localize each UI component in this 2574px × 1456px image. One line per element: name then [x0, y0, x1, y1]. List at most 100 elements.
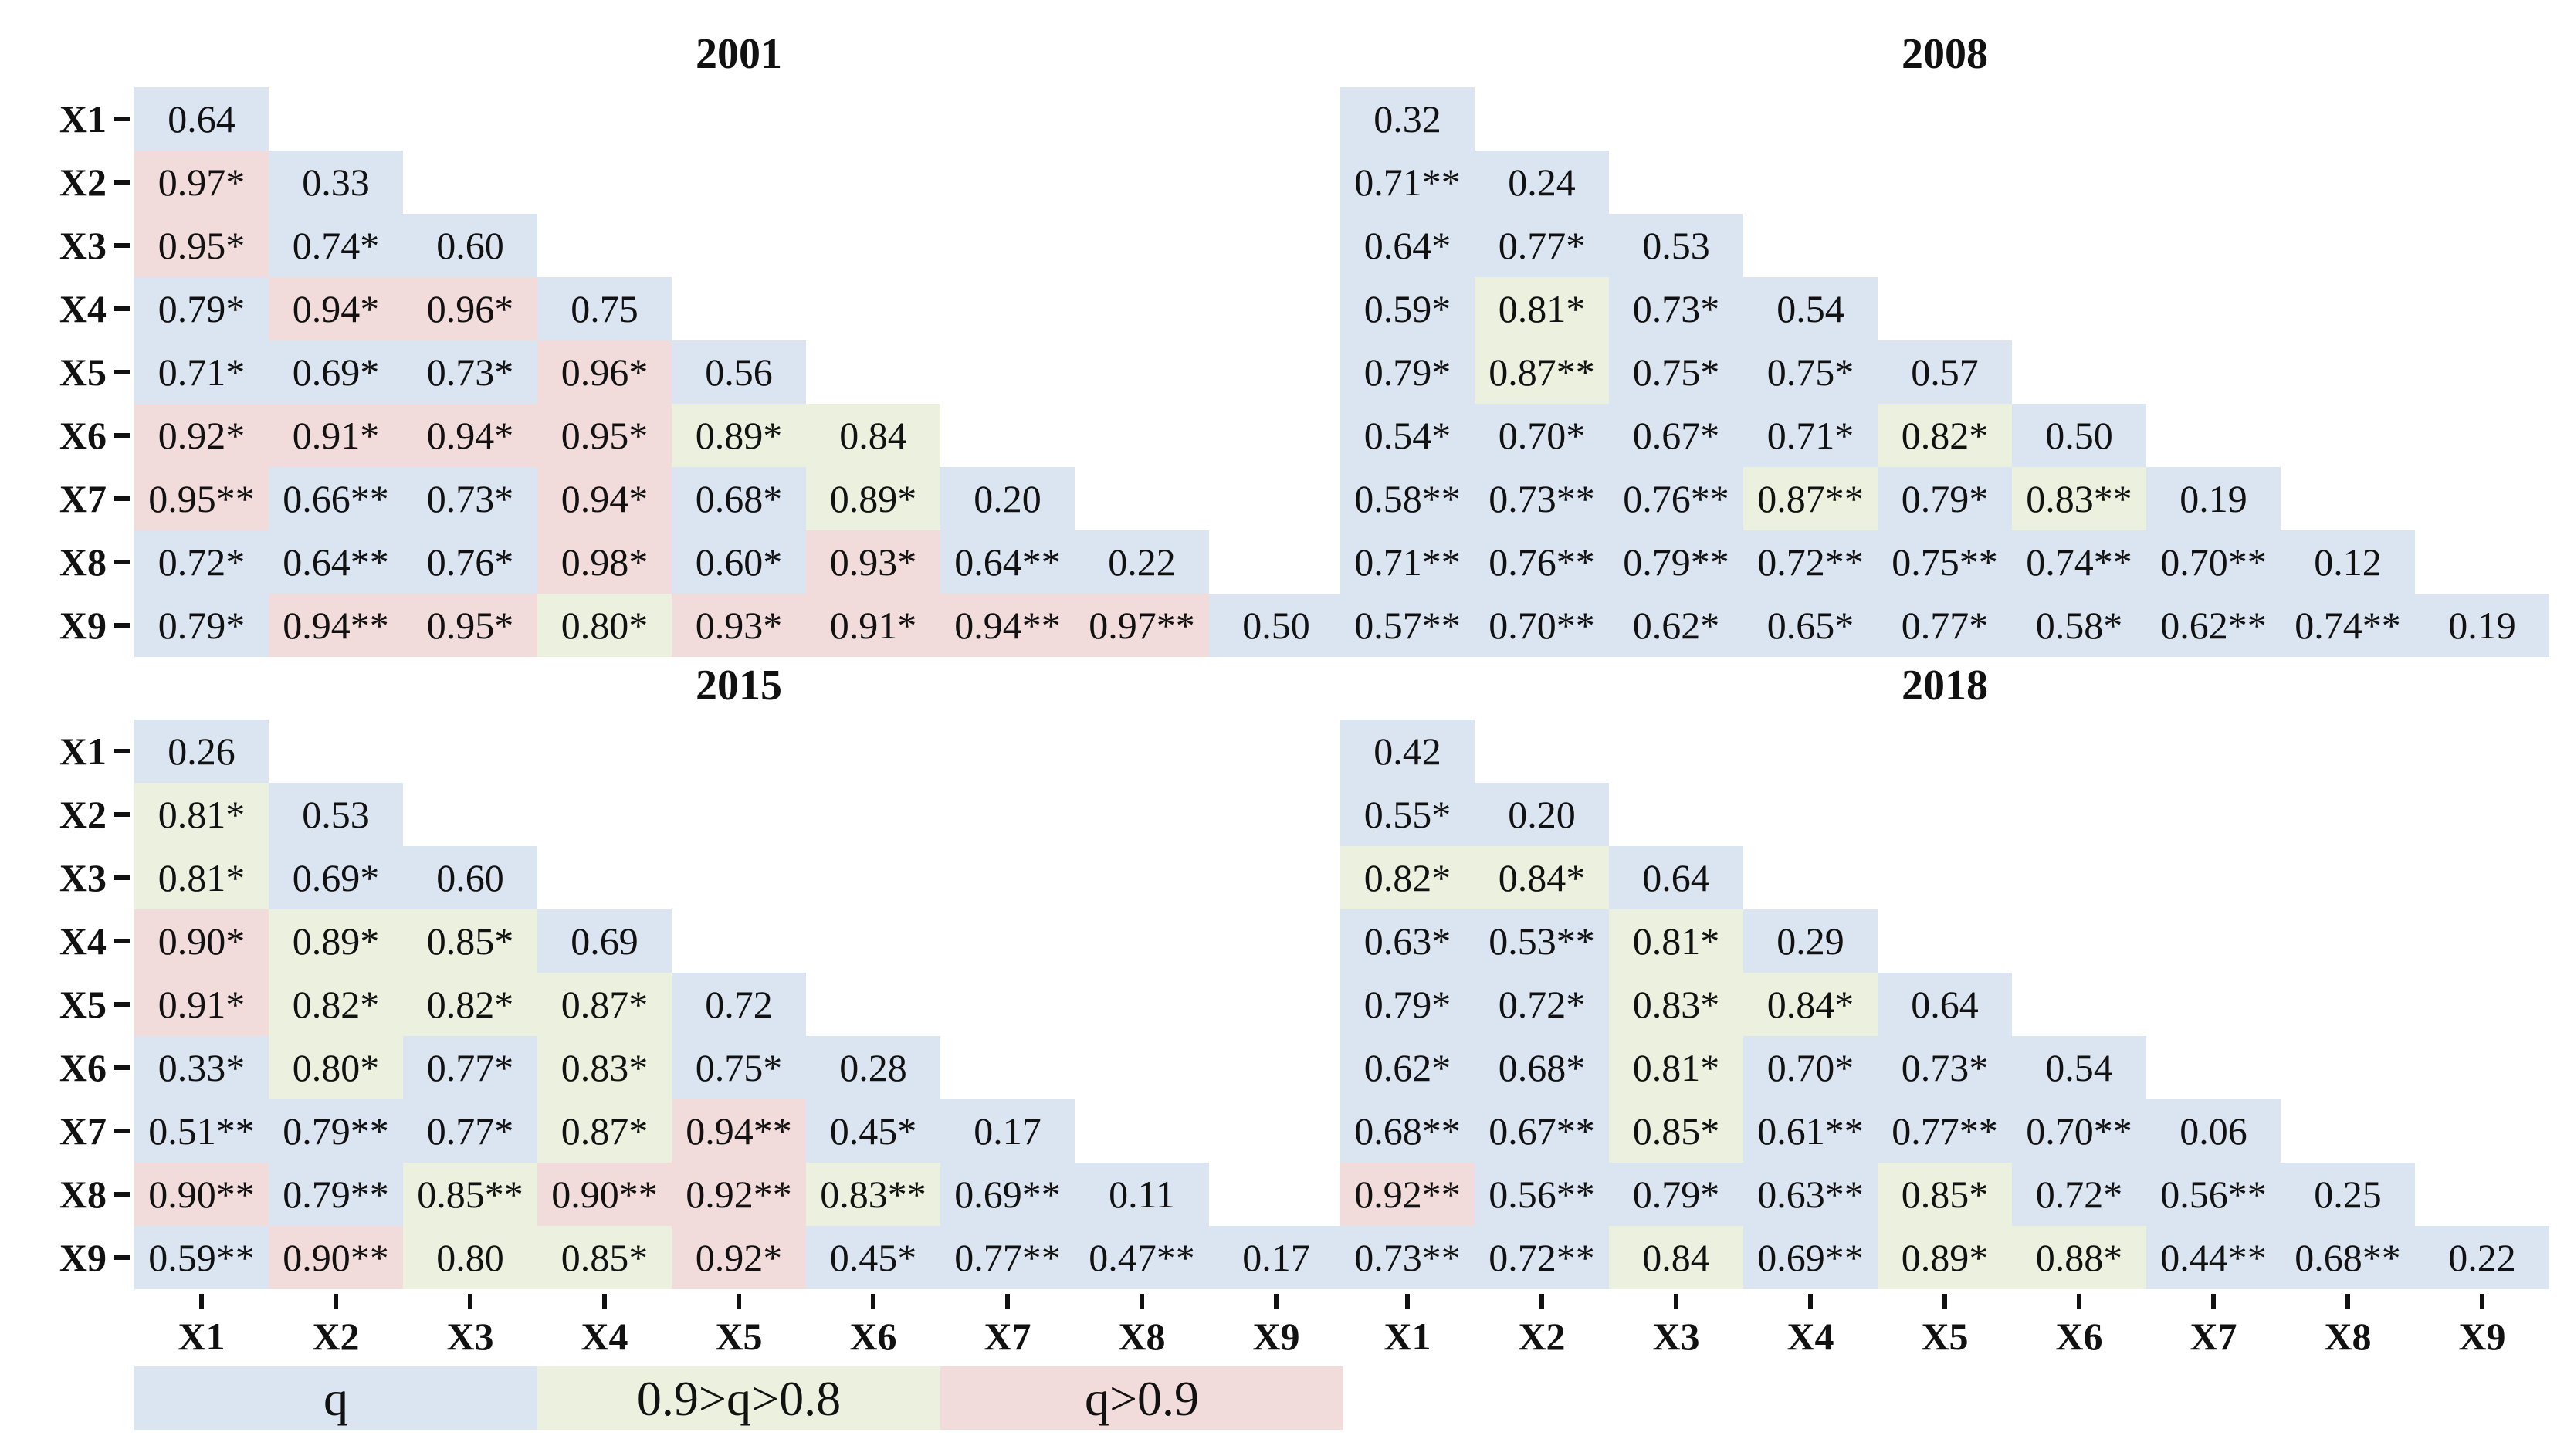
heatmap-cell	[403, 467, 537, 530]
heatmap-cell	[1878, 1226, 2012, 1289]
y-tick-label: X7	[59, 1109, 107, 1153]
cell-value: 0.55*	[1364, 793, 1451, 836]
heatmap-cell	[672, 1036, 806, 1099]
cell-value: 0.77*	[1499, 224, 1586, 267]
heatmap-cell	[403, 277, 537, 340]
cell-value: 0.65*	[1767, 604, 1854, 647]
heatmap-cell	[1340, 530, 1475, 594]
cell-value: 0.89*	[830, 477, 917, 520]
heatmap-cell	[1340, 720, 1475, 783]
heatmap-cell	[1475, 1099, 1609, 1163]
heatmap-cell	[2146, 1163, 2281, 1226]
cell-value: 0.73*	[1633, 287, 1720, 330]
heatmap-cell	[1475, 909, 1609, 973]
cell-value: 0.60	[436, 224, 504, 267]
cell-value: 0.84*	[1767, 983, 1854, 1026]
cell-value: 0.96*	[427, 287, 514, 330]
cell-value: 0.72*	[2036, 1173, 2123, 1216]
cell-value: 0.79*	[1364, 350, 1451, 394]
cell-value: 0.20	[1508, 793, 1576, 836]
legend: q 0.9>q>0.8 q>0.9	[134, 1366, 1343, 1430]
heatmap-cell	[269, 1226, 403, 1289]
heatmap-cell	[134, 1226, 269, 1289]
heatmap-cell	[1475, 1036, 1609, 1099]
heatmap-cell	[672, 1163, 806, 1226]
panel-title: 2001	[696, 30, 782, 78]
heatmap-cell	[940, 530, 1075, 594]
cell-value: 0.64	[1642, 856, 1710, 899]
cell-value: 0.20	[974, 477, 1041, 520]
heatmap-cell	[1475, 277, 1609, 340]
heatmap-cell	[1609, 1036, 1743, 1099]
heatmap-cell	[1340, 151, 1475, 214]
heatmap-cell	[1075, 530, 1209, 594]
cell-value: 0.66**	[283, 477, 389, 520]
cell-value: 0.82*	[293, 983, 380, 1026]
heatmap-cell	[134, 846, 269, 909]
cell-value: 0.64*	[1364, 224, 1451, 267]
heatmap-cell	[672, 1099, 806, 1163]
y-tick-label: X6	[59, 1046, 107, 1089]
heatmap-cell	[940, 1226, 1075, 1289]
heatmap-cell	[1743, 909, 1878, 973]
y-tick-label: X9	[59, 604, 107, 647]
x-tick-label: X6	[2055, 1315, 2102, 1358]
x-tick-label: X1	[1384, 1315, 1431, 1358]
cell-value: 0.79**	[1623, 540, 1729, 584]
cell-value: 0.17	[974, 1109, 1041, 1153]
x-tick-label: X2	[1518, 1315, 1565, 1358]
x-tick-label: X9	[1252, 1315, 1299, 1358]
x-tick-label: X3	[446, 1315, 493, 1358]
cell-value: 0.25	[2314, 1173, 2382, 1216]
heatmap-cell	[1743, 404, 1878, 467]
cell-value: 0.75**	[1892, 540, 1998, 584]
y-tick-label: X7	[59, 477, 107, 520]
cell-value: 0.94**	[686, 1109, 792, 1153]
y-tick-label: X6	[59, 414, 107, 457]
heatmap-cell	[1743, 530, 1878, 594]
heatmap-cell	[537, 594, 672, 657]
cell-value: 0.53	[302, 793, 370, 836]
cell-value: 0.90*	[158, 919, 246, 963]
panel-title: 2015	[696, 662, 782, 709]
heatmap-cell	[134, 404, 269, 467]
heatmap-cell	[134, 151, 269, 214]
cell-value: 0.89*	[1902, 1236, 1989, 1279]
x-tick-label: X7	[2190, 1315, 2237, 1358]
heatmap-cell	[940, 1099, 1075, 1163]
heatmap-cell	[134, 594, 269, 657]
cell-value: 0.71**	[1354, 161, 1461, 204]
cell-value: 0.81*	[1633, 919, 1720, 963]
cell-value: 0.89*	[696, 414, 783, 457]
heatmap-cell	[269, 1036, 403, 1099]
y-tick-label: X2	[59, 793, 107, 836]
cell-value: 0.73*	[1902, 1046, 1989, 1089]
cell-value: 0.83*	[561, 1046, 649, 1089]
x-tick-label: X9	[2458, 1315, 2505, 1358]
cell-value: 0.82*	[1902, 414, 1989, 457]
cell-value: 0.81*	[158, 793, 246, 836]
cell-value: 0.64**	[954, 540, 1061, 584]
heatmap-panel-2001: 2001 0.64 0.97* 0.33 0.95* 0.74* 0.60 0.79* 0.94…	[59, 30, 1343, 657]
cell-value: 0.62**	[2160, 604, 2267, 647]
cell-value: 0.94*	[561, 477, 649, 520]
heatmap-cell	[1878, 404, 2012, 467]
heatmap-cell	[1075, 1226, 1209, 1289]
cell-value: 0.57	[1911, 350, 1979, 394]
cell-value: 0.17	[1242, 1236, 1310, 1279]
cell-value: 0.60*	[696, 540, 783, 584]
y-tick-label: X2	[59, 161, 107, 204]
cell-value: 0.84	[839, 414, 907, 457]
cell-value: 0.06	[2179, 1109, 2247, 1153]
cell-value: 0.47**	[1089, 1236, 1195, 1279]
cell-value: 0.28	[839, 1046, 907, 1089]
cell-value: 0.67*	[1633, 414, 1720, 457]
cell-value: 0.95*	[561, 414, 649, 457]
legend-label: 0.9>q>0.8	[637, 1371, 841, 1426]
cell-value: 0.94**	[954, 604, 1061, 647]
y-tick-label: X8	[59, 1173, 107, 1216]
cell-value: 0.54*	[1364, 414, 1451, 457]
cell-value: 0.70**	[1489, 604, 1595, 647]
heatmap-cell	[1743, 1226, 1878, 1289]
